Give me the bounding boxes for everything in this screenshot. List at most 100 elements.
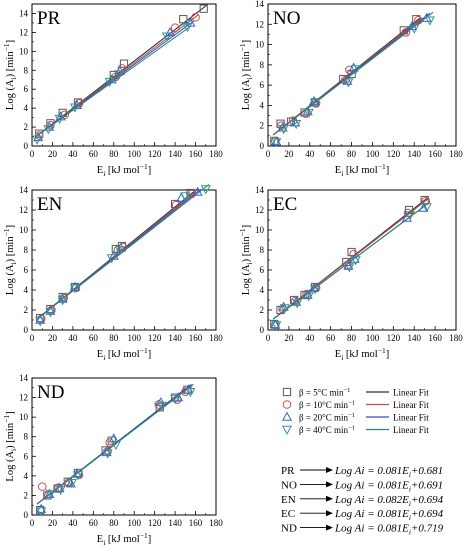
x-tick-label: 160 [428, 333, 442, 343]
y-axis-label: Log (Ai) [min−1] [2, 40, 18, 110]
equation-arrowhead [326, 467, 333, 473]
y-tick-label: 4 [24, 103, 29, 113]
data-point [171, 199, 180, 209]
equation-text: Log Ai = 0.081Ei+0.681 [334, 465, 443, 479]
x-tick-label: 180 [209, 333, 223, 343]
data-point [105, 438, 114, 447]
y-axis-label: Log (Ai) [min−1] [238, 40, 254, 110]
data-point [72, 471, 84, 481]
fit-line [36, 25, 191, 137]
y-tick-label: 10 [19, 46, 29, 56]
panel-title: NO [273, 8, 300, 29]
data-point [347, 69, 356, 79]
y-tick-label: 12 [19, 393, 28, 403]
data-point [161, 32, 172, 42]
x-tick-label: 80 [109, 518, 119, 528]
x-tick-label: 140 [168, 518, 182, 528]
panel-title: ND [37, 382, 64, 403]
data-point [409, 24, 420, 34]
data-point [171, 200, 181, 210]
y-tick-label: 2 [24, 490, 29, 500]
y-tick-label: 6 [24, 265, 29, 275]
equation-text: Log Ai = 0.081Ei+0.694 [334, 508, 444, 522]
data-point [401, 28, 411, 37]
x-tick-label: 100 [366, 333, 380, 343]
data-point [55, 485, 66, 495]
y-tick-label: 10 [255, 40, 265, 50]
x-tick-label: 120 [387, 149, 401, 159]
y-axis-label: Log (Ai) [min−1] [2, 411, 18, 481]
y-axis-label: Log (Ai) [min−1] [238, 225, 254, 295]
data-point [348, 62, 359, 72]
data-point [110, 440, 121, 450]
data-point [113, 245, 123, 255]
fit-line [36, 184, 210, 320]
x-tick-label: 180 [449, 333, 463, 343]
legend-marker [281, 425, 293, 435]
equation-sample-name: EC [281, 508, 295, 520]
chart-panel-no: 0 20 40 60 80 100 120 140 160 180 0 2 4 6 8 10 12 14 Ei [k… [238, 0, 463, 178]
data-point [32, 135, 43, 145]
y-axis-label: Log (Ai) [min−1] [2, 225, 18, 295]
x-tick-label: 20 [48, 518, 58, 528]
data-point [35, 314, 46, 324]
legend: β = 5°C min−1 Linear Fit β = 10°C min−1 Lin… [281, 387, 429, 435]
y-tick-label: 6 [260, 265, 265, 275]
x-tick-label: 60 [89, 518, 99, 528]
data-point [303, 292, 314, 302]
x-tick-label: 20 [284, 149, 294, 159]
y-tick-label: 10 [19, 412, 29, 422]
y-tick-label: 2 [24, 122, 29, 132]
data-point [345, 65, 354, 75]
x-tick-label: 20 [284, 333, 294, 343]
legend-marker [282, 387, 292, 397]
x-tick-label: 80 [347, 149, 357, 159]
y-tick-label: 4 [24, 285, 29, 295]
data-point [347, 247, 356, 257]
y-tick-label: 12 [19, 205, 28, 215]
legend-fit-label: Linear Fit [393, 400, 429, 410]
data-point [412, 15, 421, 24]
y-tick-label: 12 [255, 205, 264, 215]
x-tick-label: 80 [109, 333, 119, 343]
data-point [45, 305, 56, 315]
x-tick-label: 160 [189, 518, 203, 528]
data-point [43, 125, 54, 135]
data-point [119, 59, 129, 68]
y-tick-label: 0 [24, 510, 29, 520]
y-tick-label: 14 [19, 373, 29, 383]
y-tick-label: 10 [19, 225, 29, 235]
data-point [349, 249, 358, 259]
data-point [104, 77, 115, 88]
y-tick-label: 14 [255, 0, 265, 9]
data-point [60, 110, 70, 120]
x-tick-label: 160 [189, 333, 203, 343]
x-tick-label: 100 [366, 149, 380, 159]
legend-fit-label: Linear Fit [393, 425, 429, 435]
x-tick-label: 160 [189, 149, 203, 159]
data-point [57, 296, 68, 306]
data-point [350, 256, 361, 266]
x-tick-label: 100 [127, 333, 141, 343]
x-tick-label: 0 [30, 333, 35, 343]
data-point [278, 125, 289, 135]
data-point [33, 132, 44, 142]
chart-panel-nd: 0 20 40 60 80 100 120 140 160 180 0 2 4 6 8 10 12 14 Ei [k… [2, 373, 223, 547]
x-tick-label: 120 [148, 149, 162, 159]
y-tick-label: 0 [260, 141, 265, 151]
x-tick-label: 140 [168, 149, 182, 159]
x-tick-label: 40 [305, 333, 315, 343]
x-tick-label: 140 [168, 333, 182, 343]
data-point [182, 23, 193, 33]
data-point [54, 114, 65, 124]
x-tick-label: 40 [305, 149, 315, 159]
equation-arrowhead [326, 510, 333, 517]
y-tick-label: 0 [260, 325, 265, 335]
x-tick-label: 60 [326, 149, 336, 159]
y-tick-label: 14 [19, 185, 29, 195]
x-tick-label: 60 [89, 333, 99, 343]
data-point [102, 449, 113, 459]
y-tick-label: 14 [19, 8, 29, 18]
x-axis-label: Ei [kJ mol−1] [97, 531, 151, 547]
data-point [399, 26, 408, 35]
